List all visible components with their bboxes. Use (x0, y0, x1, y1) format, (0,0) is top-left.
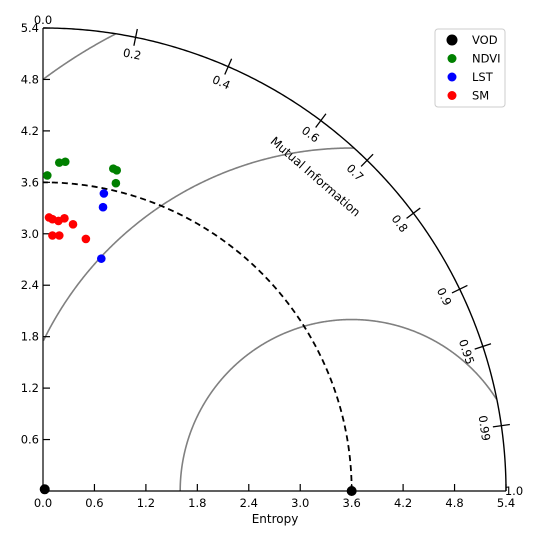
arc-tick-4 (360, 153, 374, 167)
arc-tick-label-2: 0.4 (210, 72, 232, 92)
x-tick-label-3: 1.8 (188, 496, 206, 510)
reference-std-arc (43, 181, 353, 492)
legend-marker-lst (447, 72, 457, 82)
y-tick-label-7: 4.2 (21, 124, 39, 138)
point-sm-7 (54, 231, 64, 240)
y-tick-label-3: 1.8 (21, 330, 39, 344)
y-tick-label-4: 2.4 (21, 278, 39, 292)
reference-arc (43, 181, 353, 492)
x-tick-label-6: 3.6 (343, 496, 361, 510)
y-tick-label-8: 4.8 (21, 72, 39, 86)
y-tick-label-2: 1.2 (21, 381, 39, 395)
point-sm-5 (68, 220, 78, 229)
arc-tick-label-5: 0.8 (389, 212, 411, 235)
legend-marker-ndvi (447, 54, 457, 63)
y-tick-label-1: 0.6 (21, 433, 39, 447)
outer-arc (43, 27, 507, 492)
y-tick-label-9: 5.4 (21, 21, 39, 35)
point-lst-1 (99, 189, 109, 198)
legend-label-sm: SM (472, 89, 489, 103)
legend-marker-vod (446, 34, 458, 46)
y-tick-label-5: 3.0 (21, 227, 39, 241)
point-sm-4 (60, 214, 69, 223)
rms-contours (42, 33, 498, 491)
arc-tick-label-9: 1.0 (505, 484, 523, 498)
arc-tick-5 (406, 207, 421, 219)
point-sm-8 (81, 234, 91, 244)
point-sm-6 (48, 231, 57, 240)
legend-label-vod: VOD (472, 33, 498, 47)
point-ndvi-6 (111, 178, 121, 188)
x-tick-label-5: 3.0 (291, 496, 309, 510)
x-tick-label-0: 0.0 (34, 496, 52, 510)
legend-box (434, 28, 506, 108)
arc-tick-label-7: 0.95 (456, 337, 477, 366)
x-tick-label-8: 4.8 (445, 496, 463, 510)
legend-marker-sm (447, 91, 457, 100)
arc-tick-label-0: 0.0 (34, 13, 52, 27)
arc-tick-label-3: 0.6 (299, 123, 322, 145)
rms-contour-3 (42, 33, 116, 80)
arc-tick-label-8: 0.99 (476, 414, 493, 441)
arc-tick-label-6: 0.9 (434, 285, 455, 308)
x-tick-label-7: 4.2 (394, 496, 412, 510)
arc-tick-3 (315, 113, 327, 128)
reference-point (346, 486, 357, 496)
point-lst-3 (97, 254, 106, 263)
x-tick-label-9: 5.4 (497, 496, 515, 510)
arc-tick-1 (133, 28, 138, 46)
point-ndvi-5 (112, 166, 122, 175)
x-axis-title: Entropy (252, 512, 299, 526)
legend-label-ndvi: NDVI (472, 52, 501, 66)
arc-tick-8 (492, 423, 510, 428)
point-ndvi-3 (60, 157, 70, 167)
legend: VOD NDVI LST SM (434, 28, 506, 108)
legend-label-lst: LST (472, 70, 494, 84)
point-vod-1 (39, 484, 50, 495)
arc-tick-label-1: 0.2 (122, 45, 143, 62)
arc-tick-6 (451, 284, 468, 294)
y-tick-label-6: 3.6 (21, 175, 39, 189)
point-ndvi-1 (42, 171, 52, 180)
x-tick-label-2: 1.2 (137, 496, 155, 510)
arc-axis-title: Mutual Information (268, 134, 363, 219)
data-points (39, 157, 357, 496)
rms-contour-2 (42, 147, 354, 342)
x-tick-label-4: 2.4 (240, 496, 258, 510)
point-lst-2 (98, 202, 108, 212)
arc-tick-2 (224, 58, 233, 75)
arc-tick-7 (474, 343, 492, 350)
x-tick-label-1: 0.6 (85, 496, 103, 510)
rms-contour-1 (179, 318, 498, 491)
